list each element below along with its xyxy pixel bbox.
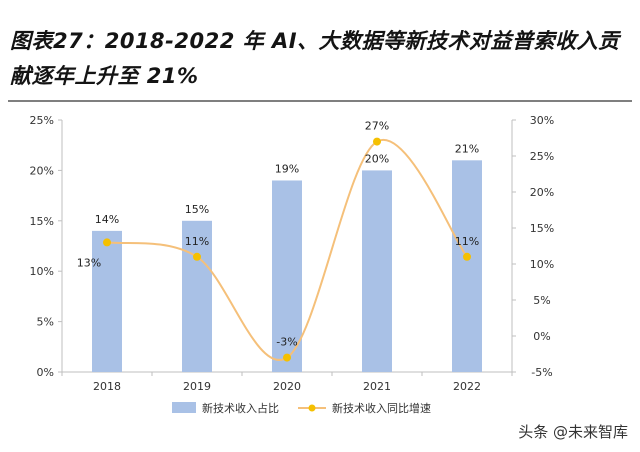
bar — [272, 180, 302, 372]
figure-title: 图表27：2018-2022 年 AI、大数据等新技术对益普索收入贡献逐年上升至… — [10, 29, 620, 88]
bar-data-label: 19% — [275, 162, 299, 175]
right-tick-label: 20% — [530, 186, 554, 199]
line-data-label: 11% — [185, 235, 209, 248]
right-tick-label: 10% — [530, 258, 554, 271]
legend: 新技术收入占比 新技术收入同比增速 — [172, 401, 431, 415]
legend-line-label: 新技术收入同比增速 — [332, 401, 431, 415]
watermark: 头条 @未来智库 — [518, 423, 628, 441]
x-tick-label: 2019 — [183, 380, 211, 393]
bar — [452, 160, 482, 372]
axes: 0% 5% 10% 15% 20% 25% -5% 0% 5% 10% 15% 20% 25% 30% 20… — [30, 114, 555, 393]
right-tick-label: 5% — [533, 294, 550, 307]
line-data-label: 13% — [77, 256, 101, 269]
bar — [92, 230, 122, 372]
bar — [182, 220, 212, 372]
growth-point — [283, 353, 291, 362]
right-tick-label: -5% — [531, 366, 552, 379]
legend-bar-label: 新技术收入占比 — [202, 401, 279, 415]
bar-data-label: 15% — [185, 203, 209, 216]
x-tick-label: 2022 — [453, 380, 481, 393]
legend-bar-swatch — [172, 402, 196, 413]
line-series — [103, 137, 471, 362]
left-tick-label: 5% — [37, 316, 54, 329]
right-tick-label: 25% — [530, 150, 554, 163]
title-divider — [8, 100, 632, 102]
right-tick-label: 30% — [530, 114, 554, 127]
growth-point — [103, 238, 111, 247]
bar-data-label: 21% — [455, 142, 479, 155]
bar — [362, 170, 392, 372]
line-data-label: -3% — [276, 336, 297, 349]
bar-series — [92, 160, 482, 372]
growth-point — [373, 137, 381, 146]
left-tick-label: 20% — [30, 164, 54, 177]
left-tick-label: 25% — [30, 114, 54, 127]
x-tick-label: 2021 — [363, 380, 391, 393]
growth-point — [463, 252, 471, 261]
line-data-label: 27% — [365, 120, 389, 133]
right-tick-label: 15% — [530, 222, 554, 235]
bar-data-label: 20% — [365, 152, 389, 165]
left-tick-label: 10% — [30, 265, 54, 278]
data-labels: 14% 15% 19% 20% 21% 13% 11% -3% 27% 11% — [77, 120, 479, 349]
x-tick-label: 2020 — [273, 380, 301, 393]
growth-line — [106, 138, 468, 361]
legend-line-marker — [308, 404, 316, 412]
left-tick-label: 0% — [37, 366, 54, 379]
x-tick-label: 2018 — [93, 380, 121, 393]
bar-data-label: 14% — [95, 213, 119, 226]
line-data-label: 11% — [455, 235, 479, 248]
right-tick-label: 0% — [533, 330, 550, 343]
growth-point — [193, 252, 201, 261]
chart: 0% 5% 10% 15% 20% 25% -5% 0% 5% 10% 15% 20% 25% 30% 20… — [30, 114, 555, 415]
left-tick-label: 15% — [30, 215, 54, 228]
